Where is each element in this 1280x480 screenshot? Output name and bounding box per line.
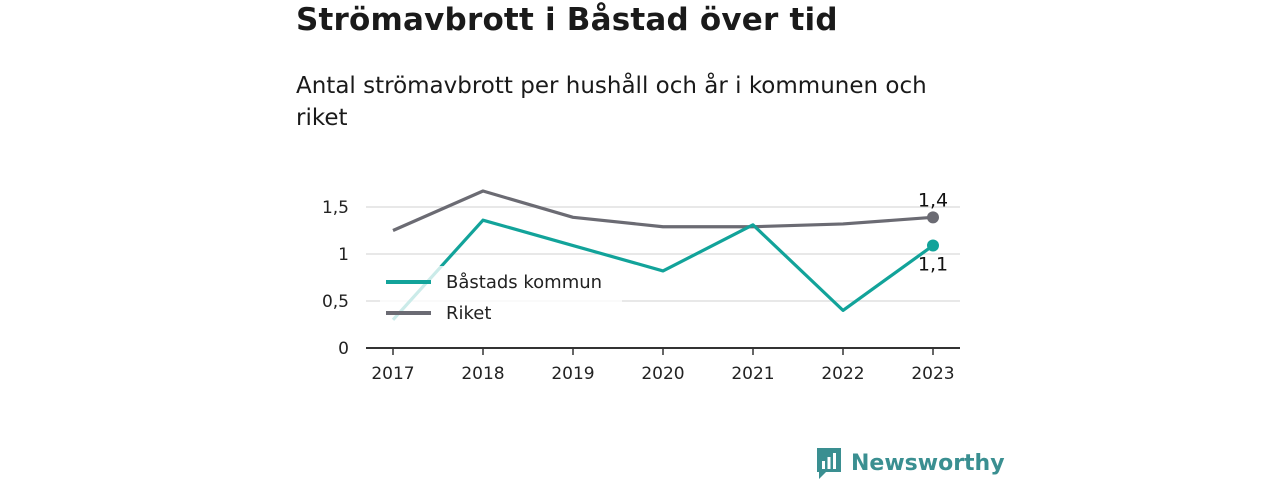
x-tick-label: 2019 xyxy=(551,364,594,384)
y-tick-label: 0 xyxy=(338,339,349,359)
series-line-kommun xyxy=(391,218,934,321)
x-tick-label: 2023 xyxy=(911,364,954,384)
newsworthy-logo[interactable]: Newsworthy xyxy=(815,446,1005,480)
x-tick-label: 2018 xyxy=(461,364,504,384)
legend-background xyxy=(380,266,622,328)
y-tick-label: 0,5 xyxy=(322,292,349,312)
newsworthy-logo-icon xyxy=(817,448,841,479)
y-tick-label: 1 xyxy=(338,245,349,265)
newsworthy-logo-text: Newsworthy xyxy=(851,450,1005,476)
x-tick-label: 2020 xyxy=(641,364,684,384)
chart-subtitle: Antal strömavbrott per hushåll och år i … xyxy=(296,73,927,131)
data-label-riket: 1,4 xyxy=(918,189,948,211)
series-line-riket xyxy=(392,189,934,232)
y-tick-label: 1,5 xyxy=(322,198,349,218)
x-tick-label: 2017 xyxy=(371,364,414,384)
x-tick-label: 2021 xyxy=(731,364,774,384)
data-label-kommun: 1,1 xyxy=(918,254,948,276)
series-endpoint-kommun xyxy=(927,239,939,252)
chart-title: Strömavbrott i Båstad över tid xyxy=(296,2,838,38)
x-tick-label: 2022 xyxy=(821,364,864,384)
legend-label-kommun: Båstads kommun xyxy=(446,272,602,293)
series-endpoint-riket xyxy=(927,211,939,224)
legend-label-riket: Riket xyxy=(446,303,491,324)
